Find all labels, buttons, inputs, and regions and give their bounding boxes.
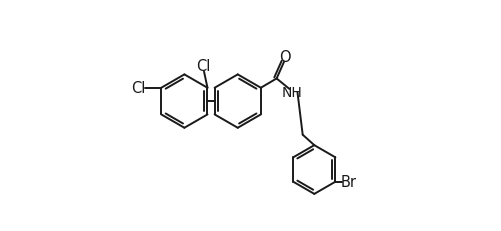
Text: NH: NH xyxy=(282,86,303,100)
Text: Cl: Cl xyxy=(131,81,145,96)
Text: O: O xyxy=(280,50,291,65)
Text: Br: Br xyxy=(341,174,357,189)
Text: Cl: Cl xyxy=(196,58,211,73)
